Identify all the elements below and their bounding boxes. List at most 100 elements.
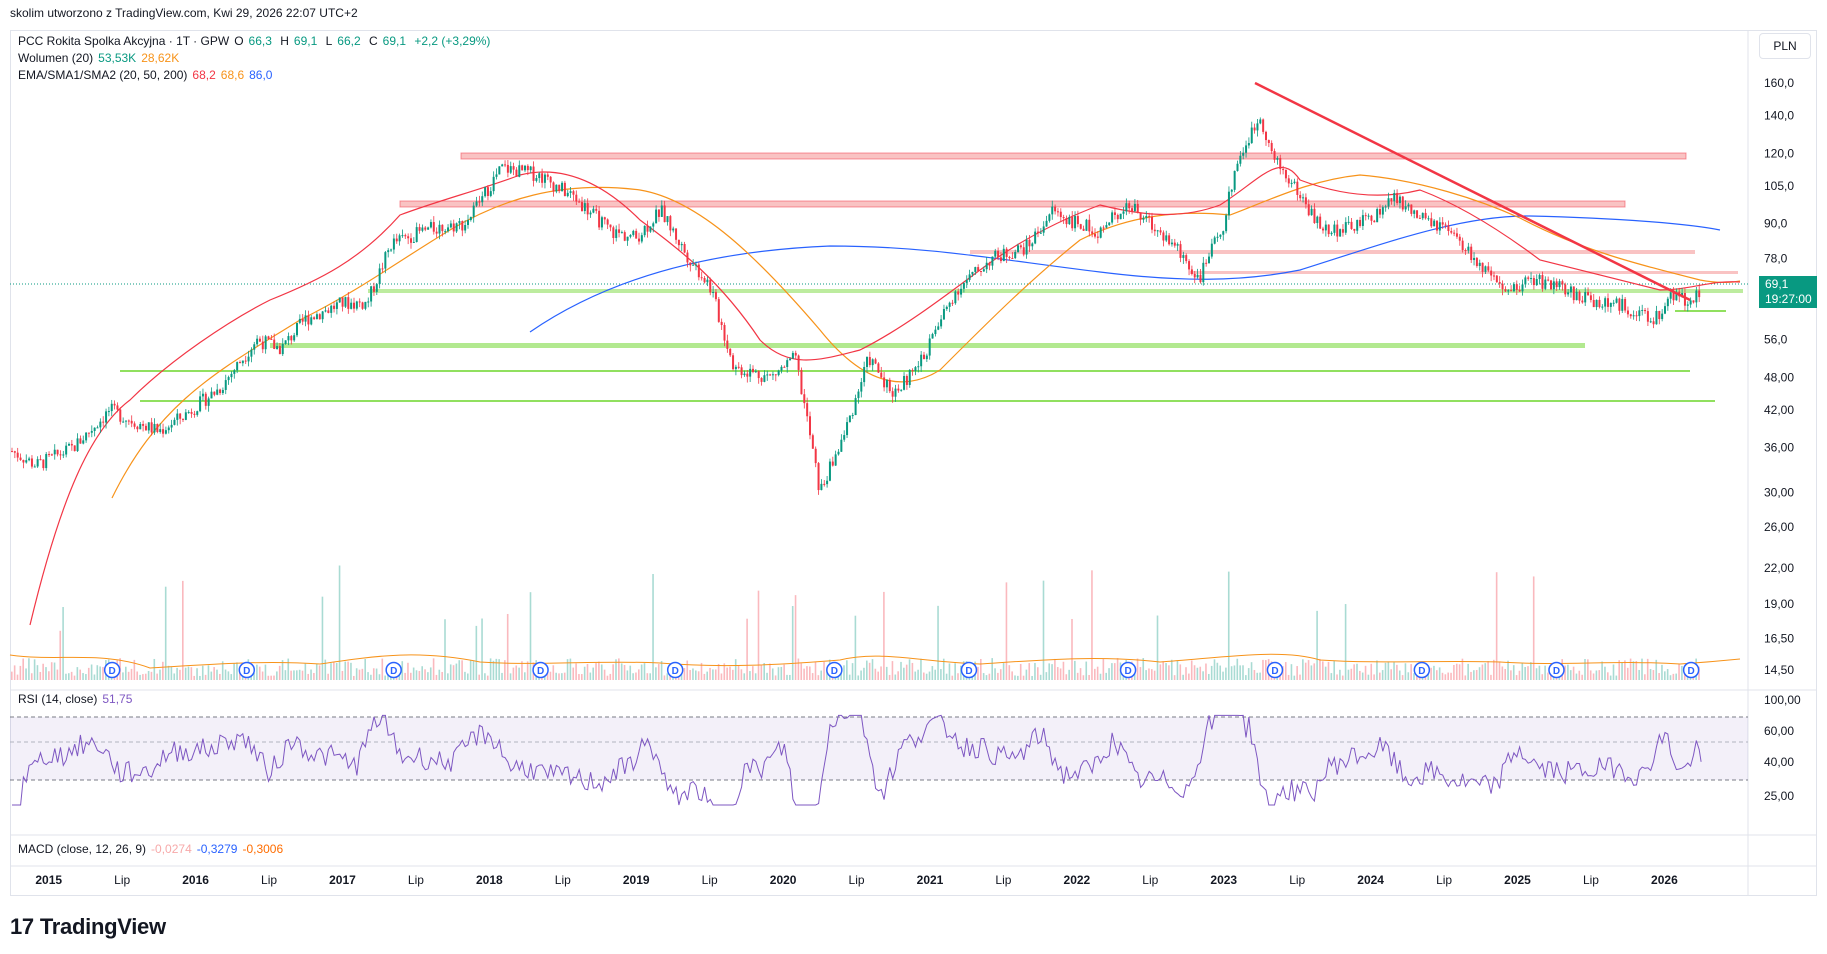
dividend-icon-glyph: D	[243, 666, 250, 677]
dividend-icon[interactable]	[1413, 661, 1431, 679]
price-tick-label: 36,00	[1764, 441, 1794, 455]
price-tick-label: 30,00	[1764, 485, 1794, 499]
support-zone-2	[270, 343, 1585, 348]
time-tick-label: 2015	[35, 873, 62, 887]
price-axis: 160,0 140,0 120,0 105,0 90,0 78,0 56,0 48,00 42,…	[1764, 76, 1794, 677]
dividend-icon[interactable]	[1266, 661, 1284, 679]
rsi-tick-label: 60,00	[1764, 724, 1794, 738]
price-tick-label: 105,0	[1764, 179, 1794, 193]
high-value: 69,1	[293, 34, 318, 48]
time-tick-label: 2021	[917, 873, 944, 887]
price-tick-label: 160,0	[1764, 76, 1794, 90]
price-tick-label: 16,50	[1764, 631, 1794, 645]
time-tick-label: 2017	[329, 873, 356, 887]
price-tick-label: 90,0	[1764, 217, 1788, 231]
tradingview-logo[interactable]: 17 TradingView	[10, 914, 166, 940]
time-tick-label: 2024	[1357, 873, 1384, 887]
time-tick-label: Lip	[114, 873, 130, 887]
dividend-icon-glyph: D	[1553, 666, 1560, 677]
open-value: 66,3	[248, 34, 272, 48]
time-tick-label: 2025	[1504, 873, 1531, 887]
symbol-legend: PCC Rokita Spolka Akcyjna · 1T · GPW O 66,…	[18, 34, 491, 48]
price-chart[interactable]: D D D D D D D D D D D D 160,0 140,0 120,0 105,0 90,0 78,…	[0, 0, 1827, 900]
price-tick-label: 56,0	[1764, 333, 1788, 347]
time-tick-label: Lip	[1436, 873, 1452, 887]
change-value: +2,2 (+3,29%)	[414, 34, 491, 48]
dividend-icon-glyph: D	[965, 666, 972, 677]
time-axis: 2015 Lip 2016 Lip 2017 Lip 2018 Lip 2019 Lip 2020 L…	[35, 873, 1678, 887]
time-tick-label: 2026	[1651, 873, 1678, 887]
currency-button[interactable]: PLN	[1759, 33, 1811, 59]
sma200-line	[529, 215, 1721, 333]
price-tick-label: 42,00	[1764, 403, 1794, 417]
dividend-icon[interactable]	[103, 661, 121, 679]
time-tick-label: Lip	[408, 873, 424, 887]
dividend-icon[interactable]	[1119, 661, 1137, 679]
dividend-icon-glyph: D	[672, 666, 679, 677]
dividend-icon-glyph: D	[1124, 666, 1131, 677]
rsi-tick-label: 40,00	[1764, 755, 1794, 769]
support-zone-1	[368, 289, 1743, 293]
bar-countdown: 19:27:00	[1765, 292, 1812, 306]
last-price-badge: 69,1 19:27:00	[1759, 276, 1817, 308]
dividend-icon[interactable]	[385, 661, 402, 679]
macd-hist-value: -0,0274	[151, 842, 192, 856]
price-tick-label: 120,0	[1764, 146, 1794, 160]
time-tick-label: Lip	[261, 873, 277, 887]
dividend-icon-glyph: D	[1688, 666, 1695, 677]
price-tick-label: 14,50	[1764, 663, 1794, 677]
time-tick-label: Lip	[1583, 873, 1599, 887]
ema-value: 68,2	[192, 68, 216, 82]
time-tick-label: Lip	[555, 873, 571, 887]
rsi-tick-label: 100,00	[1764, 693, 1801, 707]
close-value: 69,1	[382, 34, 407, 48]
dividend-icon-glyph: D	[390, 666, 397, 677]
dividend-icon-glyph: D	[831, 666, 838, 677]
rsi-line	[12, 714, 1702, 806]
dividend-icon-glyph: D	[537, 666, 544, 677]
resistance-zone-1	[460, 152, 1687, 160]
time-tick-label: 2023	[1210, 873, 1237, 887]
time-tick-label: Lip	[1142, 873, 1158, 887]
last-price-value: 69,1	[1765, 277, 1789, 291]
time-tick-label: 2018	[476, 873, 503, 887]
volume-ma-line	[9, 653, 1741, 669]
rsi-legend: RSI (14, close) 51,75	[18, 692, 133, 706]
dividend-icon[interactable]	[532, 661, 549, 679]
dividend-icon[interactable]	[960, 661, 978, 679]
price-candles	[11, 117, 1701, 495]
price-tick-label: 22,00	[1764, 561, 1794, 575]
time-tick-label: Lip	[995, 873, 1011, 887]
time-tick-label: Lip	[1289, 873, 1305, 887]
dividend-icon-glyph: D	[1271, 666, 1278, 677]
price-tick-label: 140,0	[1764, 109, 1794, 123]
price-tick-label: 48,00	[1764, 370, 1794, 384]
volume-ma-value: 28,62K	[141, 51, 180, 65]
low-value: 66,2	[337, 34, 361, 48]
dividend-icon[interactable]	[666, 661, 684, 679]
rsi-tick-label: 25,00	[1764, 789, 1794, 803]
volume-legend: Wolumen (20) 53,53K 28,62K	[18, 51, 180, 65]
dividend-icon[interactable]	[238, 661, 256, 679]
chart-frame	[10, 30, 1817, 896]
ma-legend: EMA/SMA1/SMA2 (20, 50, 200) 68,2 68,6 86,0	[18, 68, 273, 82]
tradingview-logo-icon: 17	[10, 914, 34, 939]
resistance-zone-2	[399, 200, 1626, 208]
time-tick-label: Lip	[849, 873, 865, 887]
price-tick-label: 26,00	[1764, 520, 1794, 534]
time-tick-label: 2016	[182, 873, 209, 887]
macd-legend: MACD (close, 12, 26, 9) -0,0274 -0,3279 -0,…	[18, 842, 284, 856]
time-tick-label: 2020	[770, 873, 797, 887]
macd-value: -0,3279	[196, 842, 238, 856]
sma50-value: 68,6	[220, 68, 245, 82]
time-tick-label: 2019	[623, 873, 650, 887]
time-tick-label: 2022	[1064, 873, 1091, 887]
dividend-icon[interactable]	[826, 661, 843, 679]
time-tick-label: Lip	[702, 873, 718, 887]
dividend-icon[interactable]	[1548, 661, 1565, 679]
sma200-value: 86,0	[249, 68, 273, 82]
dividend-icon[interactable]	[1682, 661, 1700, 679]
price-tick-label: 19,00	[1764, 597, 1794, 611]
resistance-zone-3	[970, 250, 1695, 254]
